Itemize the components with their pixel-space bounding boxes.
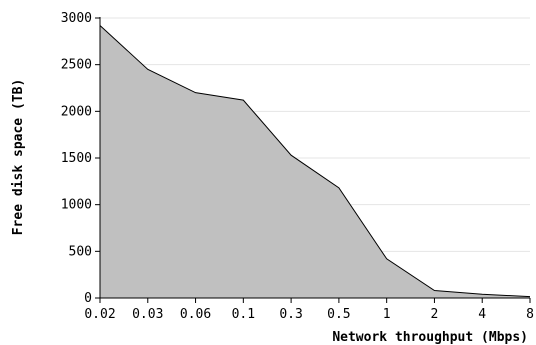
y-tick-label: 1000 bbox=[61, 198, 92, 213]
x-tick-label: 0.03 bbox=[132, 307, 163, 322]
y-tick-label: 3000 bbox=[61, 11, 92, 26]
y-axis-title: Free disk space (TB) bbox=[11, 79, 26, 236]
x-tick-label: 1 bbox=[383, 307, 391, 322]
series-line bbox=[99, 25, 531, 298]
x-tick-label: 0.06 bbox=[180, 307, 211, 322]
y-tick-label: 0 bbox=[84, 291, 92, 306]
y-tick-label: 2500 bbox=[61, 58, 92, 73]
y-tick-label: 2000 bbox=[61, 104, 92, 119]
x-tick-label: 0.5 bbox=[327, 307, 350, 322]
x-tick-label: 0.3 bbox=[279, 307, 302, 322]
x-tick-label: 0.02 bbox=[84, 307, 115, 322]
x-tick-label: 8 bbox=[526, 307, 534, 322]
x-tick-labels: 0.02 0.03 0.06 0.1 0.3 0.5 1 2 4 8 bbox=[84, 307, 534, 322]
x-tick-label: 0.1 bbox=[232, 307, 255, 322]
area-fill bbox=[100, 25, 530, 298]
x-tick-label: 4 bbox=[478, 307, 486, 322]
axes bbox=[95, 17, 531, 303]
x-tick-label: 2 bbox=[431, 307, 439, 322]
y-tick-labels: 0 500 1000 1500 2000 2500 3000 bbox=[61, 11, 92, 306]
y-tick-label: 1500 bbox=[61, 151, 92, 166]
x-axis-title: Network throughput (Mbps) bbox=[332, 330, 528, 345]
y-tick-label: 500 bbox=[69, 244, 92, 259]
